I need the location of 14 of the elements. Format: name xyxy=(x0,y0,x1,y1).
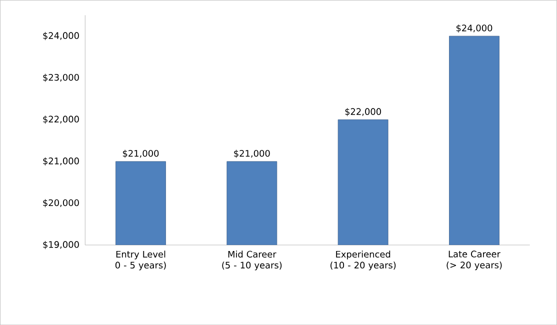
x-tick-label: Entry Level 0 - 5 years) xyxy=(115,250,166,270)
y-tick-label: $24,000 xyxy=(43,32,79,40)
y-tick-label: $19,000 xyxy=(43,240,79,249)
x-tick-label: Mid Career (5 - 10 years) xyxy=(222,250,282,270)
data-label: $21,000 xyxy=(122,150,159,158)
data-label: $21,000 xyxy=(234,150,270,158)
y-tick-label: $23,000 xyxy=(43,74,79,82)
x-tick-label: Late Career (> 20 years) xyxy=(446,250,502,270)
y-tick-label: $20,000 xyxy=(43,199,79,208)
data-label: $22,000 xyxy=(345,108,381,116)
data-label: $24,000 xyxy=(456,24,492,32)
y-tick-label: $22,000 xyxy=(43,116,79,124)
y-tick-label: $21,000 xyxy=(43,157,79,166)
x-tick-label: Experienced (10 - 20 years) xyxy=(330,250,396,270)
